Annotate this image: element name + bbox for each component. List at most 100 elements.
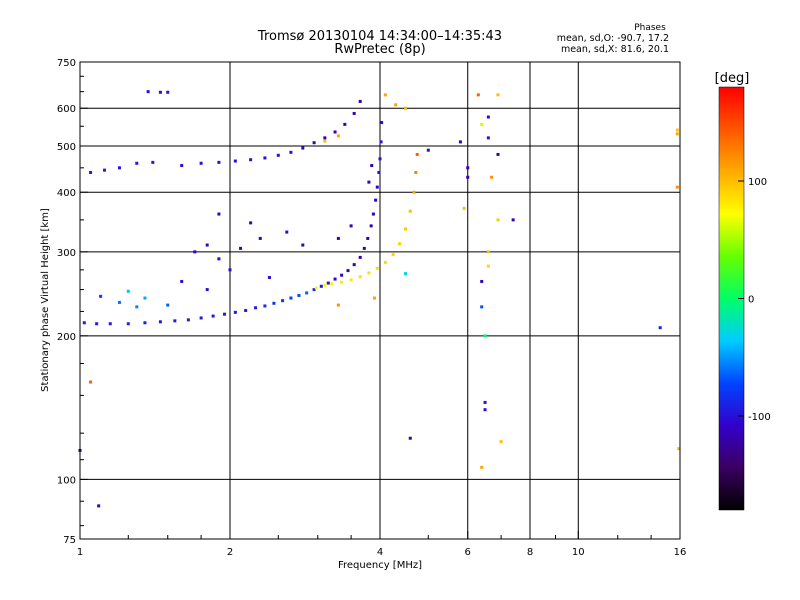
echo-point <box>677 447 681 451</box>
echo-point <box>675 185 679 189</box>
echo-point <box>89 380 93 384</box>
x-tick-label: 4 <box>377 547 383 558</box>
echo-point <box>486 250 490 254</box>
chart-title: Tromsø 20130104 14:34:00–14:35:43 <box>257 29 502 44</box>
echo-point <box>217 212 221 216</box>
echo-point <box>480 122 484 126</box>
echo-point <box>383 93 387 97</box>
echo-point <box>217 160 221 164</box>
echo-point <box>658 326 662 330</box>
echo-point <box>193 250 197 254</box>
echo-point <box>480 279 484 283</box>
echo-point <box>408 209 412 213</box>
echo-point <box>486 136 490 140</box>
echo-point <box>403 227 407 231</box>
x-tick-label: 8 <box>527 547 533 558</box>
y-tick-label: 300 <box>57 248 76 259</box>
echo-point <box>186 318 190 322</box>
echo-point <box>319 284 323 288</box>
x-tick-label: 2 <box>227 547 233 558</box>
echo-point <box>394 103 398 107</box>
echo-point <box>414 170 418 174</box>
echo-point <box>358 275 362 279</box>
echo-point <box>340 280 344 284</box>
colorbar-tick-label: -100 <box>748 412 771 423</box>
echo-point <box>143 321 147 325</box>
echo-point <box>391 253 395 257</box>
echo-point <box>349 224 353 228</box>
echo-point <box>352 263 356 267</box>
echo-point <box>675 128 679 132</box>
echo-point <box>146 90 150 94</box>
colorbar-ticks: 100 0 -100 <box>738 177 771 423</box>
echo-point <box>233 310 237 314</box>
echo-point <box>403 106 407 110</box>
echo-point <box>398 242 402 246</box>
colorbar-tick-label: 100 <box>748 177 767 188</box>
x-tick-label: 6 <box>465 547 471 558</box>
echo-point <box>323 139 327 143</box>
echo-point <box>89 170 93 174</box>
echo-point <box>415 152 419 156</box>
echo-point <box>371 212 375 216</box>
echo-point <box>135 161 139 165</box>
echo-point <box>333 277 337 281</box>
echo-point <box>330 282 334 286</box>
echo-point <box>466 175 470 179</box>
echo-point <box>496 152 500 156</box>
echo-point <box>217 257 221 261</box>
echo-point <box>272 301 276 305</box>
y-tick-label: 75 <box>63 535 76 546</box>
echo-point <box>301 243 305 247</box>
echo-point <box>340 273 344 277</box>
echo-point <box>383 260 387 264</box>
echo-point <box>408 436 412 440</box>
echo-point <box>346 269 350 273</box>
echo-point <box>358 99 362 103</box>
echo-point <box>211 314 215 318</box>
echo-point <box>483 408 487 412</box>
echo-point <box>377 170 381 174</box>
echo-point <box>199 161 203 165</box>
echo-point <box>375 266 379 270</box>
echo-point <box>370 164 374 168</box>
echo-point <box>239 246 243 250</box>
echo-point <box>333 130 337 134</box>
echo-point <box>369 224 373 228</box>
echo-point <box>233 159 237 163</box>
echo-point <box>117 300 121 304</box>
echo-point <box>97 504 101 508</box>
echo-point <box>314 286 318 290</box>
colorbar-label: [deg] <box>715 71 750 86</box>
chart-subtitle: RwPretec (8p) <box>334 42 425 57</box>
y-tick-label: 750 <box>57 58 76 69</box>
echo-point <box>205 243 209 247</box>
echo-point <box>483 400 487 404</box>
echo-point <box>312 288 316 292</box>
echo-point <box>117 166 121 170</box>
echo-point <box>253 306 257 310</box>
echo-point <box>205 288 209 292</box>
echo-point <box>166 303 170 307</box>
echo-point <box>301 146 305 150</box>
echo-point <box>490 175 494 179</box>
echo-point <box>378 157 382 161</box>
echo-point <box>486 264 490 268</box>
echo-point <box>263 304 267 308</box>
echo-point <box>276 153 280 157</box>
y-axis-label: Stationary phase Virtual Height [km] <box>40 208 51 392</box>
echo-point <box>349 278 353 282</box>
y-tick-label: 400 <box>57 188 76 199</box>
echo-point <box>496 218 500 222</box>
echo-point <box>267 276 271 280</box>
echo-point <box>480 465 484 469</box>
echo-point <box>323 283 327 287</box>
echo-point <box>143 296 147 300</box>
echo-point <box>367 271 371 275</box>
x-axis-label: Frequency [MHz] <box>338 560 422 571</box>
echo-point <box>95 322 99 326</box>
y-tick-label: 200 <box>57 332 76 343</box>
echo-point <box>336 236 340 240</box>
axis-tick-labels: 1 2 4 6 8 10 16 75 100 200 300 400 500 600 750 <box>57 58 686 558</box>
